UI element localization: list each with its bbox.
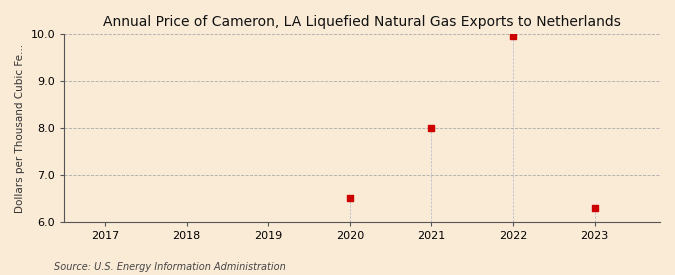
Point	[426, 126, 437, 130]
Y-axis label: Dollars per Thousand Cubic Fe...: Dollars per Thousand Cubic Fe...	[15, 43, 25, 213]
Point	[508, 34, 518, 39]
Point	[344, 196, 355, 200]
Point	[589, 205, 600, 210]
Title: Annual Price of Cameron, LA Liquefied Natural Gas Exports to Netherlands: Annual Price of Cameron, LA Liquefied Na…	[103, 15, 621, 29]
Text: Source: U.S. Energy Information Administration: Source: U.S. Energy Information Administ…	[54, 262, 286, 272]
